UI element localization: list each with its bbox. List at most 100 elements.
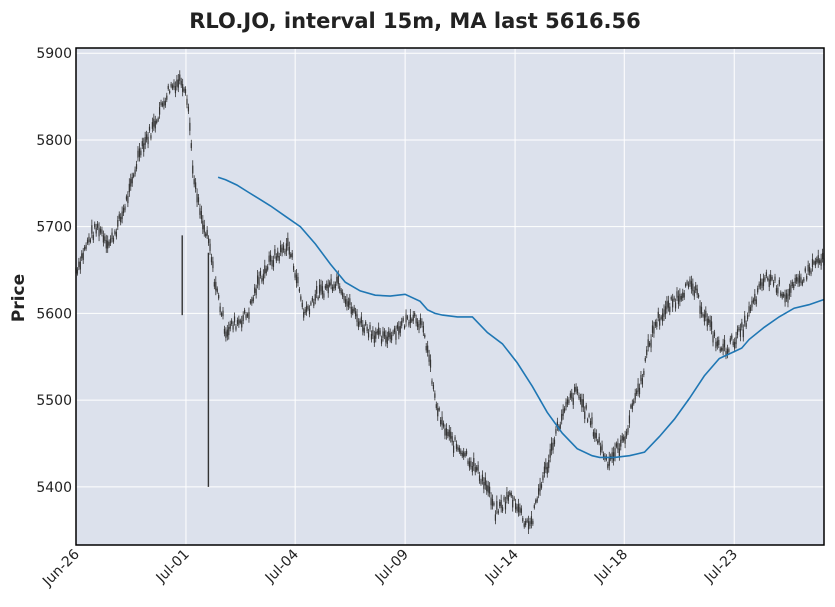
price-body — [350, 306, 352, 314]
price-body — [409, 314, 411, 324]
price-body — [147, 136, 149, 145]
price-body — [796, 277, 798, 282]
price-body — [412, 314, 414, 321]
price-body — [280, 245, 282, 253]
price-body — [461, 452, 463, 457]
price-body — [411, 319, 413, 322]
price-body — [141, 141, 143, 147]
price-body — [732, 341, 734, 346]
price-body — [735, 336, 737, 345]
price-body — [275, 256, 277, 261]
price-body — [797, 277, 799, 284]
price-body — [362, 324, 364, 332]
price-body — [327, 284, 329, 294]
price-body — [190, 143, 192, 149]
plot-frame — [75, 47, 825, 546]
price-body — [623, 436, 625, 441]
price-body — [304, 309, 306, 314]
price-body — [647, 339, 649, 348]
price-body — [729, 338, 731, 343]
price-body — [630, 405, 632, 408]
price-body — [294, 273, 296, 278]
price-body — [281, 247, 283, 254]
price-body — [811, 258, 814, 268]
price-body — [174, 86, 177, 94]
price-body — [95, 227, 97, 234]
price-body — [255, 288, 257, 296]
price-body — [252, 297, 254, 302]
price-bars — [75, 70, 825, 535]
price-body — [246, 314, 249, 317]
x-tick-label: Jul-18 — [591, 547, 631, 587]
price-body — [143, 143, 145, 152]
price-body — [525, 521, 527, 526]
price-body — [493, 502, 495, 506]
price-body — [373, 335, 375, 343]
price-body — [794, 277, 796, 284]
price-body — [418, 323, 420, 330]
price-body — [195, 182, 197, 189]
price-body — [708, 318, 710, 323]
price-body — [523, 523, 525, 527]
price-body — [92, 234, 94, 241]
price-body — [372, 329, 374, 336]
price-body — [636, 390, 638, 395]
price-body — [791, 282, 793, 286]
price-body — [502, 507, 504, 511]
price-body — [819, 260, 821, 264]
price-body — [156, 120, 158, 124]
x-tick-label: Jul-09 — [372, 547, 412, 587]
price-body — [559, 424, 561, 429]
price-body — [624, 435, 626, 444]
price-body — [798, 275, 801, 283]
price-body — [442, 422, 445, 427]
price-body — [513, 497, 515, 500]
price-body — [519, 507, 521, 513]
price-body — [761, 282, 763, 289]
price-body — [375, 331, 377, 339]
price-body — [229, 323, 231, 329]
price-body — [109, 238, 112, 244]
price-body — [758, 283, 760, 288]
price-body — [295, 274, 298, 284]
price-body — [615, 443, 618, 447]
price-body — [540, 484, 543, 488]
price-body — [793, 284, 795, 289]
price-body — [404, 325, 406, 329]
price-body — [293, 266, 295, 270]
price-body — [738, 327, 740, 331]
price-body — [653, 326, 655, 334]
price-body — [388, 331, 390, 338]
price-body — [702, 313, 704, 317]
price-body — [437, 408, 439, 417]
price-body — [239, 320, 241, 323]
price-body — [499, 502, 501, 507]
price-body — [102, 235, 104, 243]
price-body — [454, 437, 456, 441]
price-body — [248, 312, 250, 319]
price-body — [672, 299, 674, 308]
price-body — [820, 258, 822, 266]
price-body — [121, 211, 123, 220]
price-body — [207, 238, 210, 244]
price-body — [334, 284, 337, 289]
price-body — [416, 321, 419, 328]
price-body — [259, 270, 262, 276]
price-body — [383, 331, 386, 337]
price-body — [533, 505, 535, 509]
price-body — [278, 256, 280, 261]
price-body — [94, 223, 96, 228]
price-body — [199, 208, 201, 215]
price-body — [157, 118, 159, 121]
price-body — [581, 399, 583, 408]
price-body — [490, 497, 492, 506]
price-body — [324, 285, 326, 289]
price-body — [785, 293, 788, 299]
price-body — [470, 461, 472, 467]
price-body — [184, 89, 187, 94]
price-body — [180, 80, 182, 86]
price-body — [669, 306, 671, 313]
price-body — [154, 120, 156, 129]
price-body — [127, 195, 129, 204]
price-body — [238, 319, 240, 325]
